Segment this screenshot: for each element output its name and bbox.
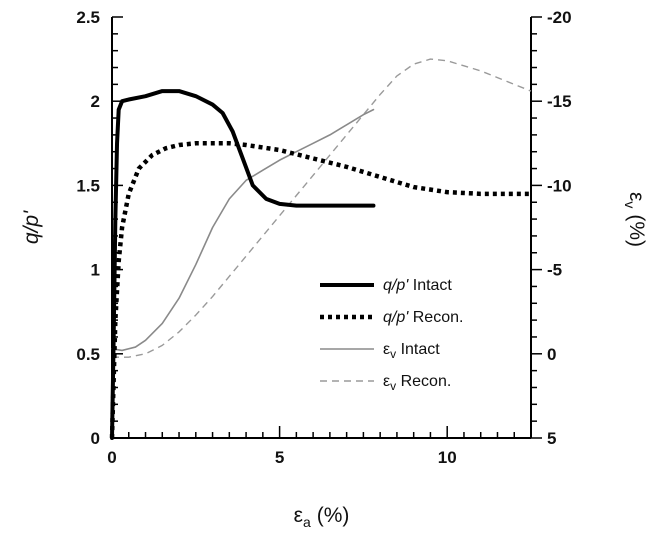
legend-label-0: q/p' Intact (383, 277, 452, 294)
y-axis-left-label: q/p' (20, 210, 43, 244)
legend-label-main: ε (383, 341, 390, 358)
series-line-0 (110, 89, 376, 440)
y-axis-right-label: εv (%) (622, 192, 648, 247)
x-axis-label-base: ε (294, 504, 303, 527)
y-axis-right-label-unit: (%) (625, 214, 648, 247)
series-line-3 (112, 58, 532, 358)
y-left-tick-label: 2.5 (76, 8, 100, 27)
legend-label-2: εv Intact (383, 341, 440, 361)
legend-label-suffix: Recon. (408, 309, 463, 326)
x-axis-label-unit: (%) (317, 504, 350, 527)
x-axis-label-sub: a (303, 514, 311, 530)
y-right-tick-label: -5 (547, 261, 562, 280)
legend-label-main: q/p' (383, 309, 409, 326)
legend-label-1: q/p' Recon. (383, 309, 463, 326)
x-axis-label: εa (%) (294, 504, 350, 530)
y-right-tick-label: -20 (547, 8, 572, 27)
y-left-tick-label: 2 (91, 92, 100, 111)
legend-label-suffix: Intact (408, 277, 452, 294)
legend-label-main: q/p' (383, 277, 409, 294)
y-left-tick-label: 0 (91, 429, 100, 448)
y-left-tick-label: 1.5 (76, 176, 100, 195)
y-right-tick-label: -10 (547, 176, 572, 195)
y-right-tick-label: 0 (547, 345, 556, 364)
x-tick-label: 0 (107, 448, 116, 467)
y-left-tick-label: 0.5 (76, 345, 100, 364)
y-left-tick-label: 1 (91, 261, 100, 280)
x-tick-label: 10 (438, 448, 457, 467)
y-right-tick-label: -15 (547, 92, 572, 111)
legend-label-3: εv Recon. (383, 373, 451, 393)
y-right-tick-label: 5 (547, 429, 556, 448)
series-layer (109, 58, 532, 440)
series-line-1 (109, 141, 531, 439)
ticks: 0 5 10 0 0.5 1 1.5 2 2.5 5 0 -5 -10 -15 -20 (76, 8, 571, 467)
legend-label-sub: v (390, 379, 396, 393)
legend-label-main: ε (383, 373, 390, 390)
y-axis-right-label-base: ε (625, 192, 648, 201)
y-axis-right-label-sub: v (622, 201, 638, 208)
legend-label-sub: v (390, 347, 396, 361)
x-tick-label: 5 (275, 448, 284, 467)
legend-label-suffix: Recon. (396, 373, 451, 390)
series-line-2 (111, 108, 375, 352)
legend-label-suffix: Intact (396, 341, 440, 358)
